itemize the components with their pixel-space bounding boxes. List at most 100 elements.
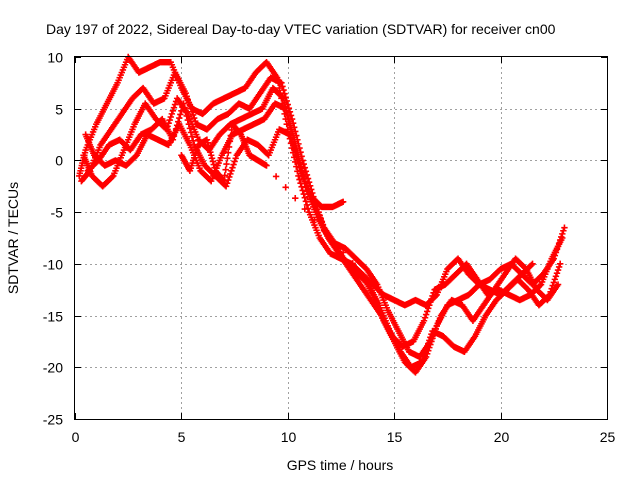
- data-point: [205, 142, 212, 150]
- data-point: [561, 224, 568, 231]
- data-point: [283, 109, 290, 117]
- data-point: [330, 238, 337, 245]
- data-point: [190, 114, 198, 122]
- data-point: [427, 334, 434, 341]
- axis-ticks: [75, 57, 608, 420]
- data-point: [426, 337, 433, 344]
- x-tick-label: 10: [281, 429, 297, 445]
- data-point: [289, 142, 297, 149]
- data-point: [227, 170, 234, 178]
- data-point: [168, 110, 176, 118]
- data-point: [292, 149, 299, 156]
- data-point: [299, 187, 306, 194]
- y-tick-label: -25: [43, 412, 63, 428]
- data-point: [166, 116, 173, 124]
- data-point: [230, 161, 237, 168]
- data-point: [286, 131, 294, 138]
- data-point: [282, 105, 289, 112]
- series-track-f: [178, 121, 536, 309]
- data-point: [536, 282, 544, 289]
- data-point: [170, 132, 178, 140]
- x-axis-title: GPS time / hours: [287, 457, 394, 473]
- data-point: [184, 116, 191, 124]
- data-point: [339, 198, 347, 205]
- data-point: [422, 311, 430, 318]
- data-point: [232, 155, 239, 162]
- data-point: [339, 249, 347, 256]
- series-track-e: [84, 100, 347, 211]
- data-point: [419, 355, 427, 363]
- data-point: [170, 104, 178, 111]
- data-point: [286, 122, 294, 129]
- x-tick-label: 25: [600, 429, 616, 445]
- data-point: [229, 164, 236, 171]
- data-point: [423, 308, 431, 315]
- data-point: [189, 137, 197, 144]
- data-point: [226, 138, 234, 145]
- y-tick-label: 10: [47, 50, 63, 66]
- data-point: [182, 90, 189, 97]
- data-point: [281, 99, 288, 106]
- data-point: [226, 173, 233, 181]
- data-point: [420, 317, 428, 324]
- data-point: [559, 234, 566, 242]
- data-point: [284, 113, 291, 121]
- data-point: [279, 83, 286, 90]
- data-point: [204, 139, 211, 147]
- data-point: [206, 145, 213, 153]
- data-point: [301, 194, 309, 201]
- data-point: [185, 99, 193, 106]
- data-point: [188, 133, 196, 140]
- grid: [75, 57, 607, 419]
- data-point: [172, 125, 180, 133]
- data-point: [177, 111, 184, 118]
- data-point: [186, 102, 194, 109]
- data-point: [211, 164, 218, 171]
- data-point: [183, 93, 190, 100]
- y-tick-label: 5: [55, 102, 63, 118]
- data-point: [549, 282, 556, 289]
- data-point: [554, 281, 562, 288]
- data-point: [167, 113, 174, 121]
- data-point: [285, 117, 293, 125]
- data-point: [219, 176, 227, 184]
- data-point: [231, 158, 238, 165]
- data-point: [282, 184, 289, 191]
- y-tick-label: -5: [51, 205, 64, 221]
- x-tick-label: 15: [387, 429, 403, 445]
- data-point: [169, 136, 177, 143]
- data-point: [180, 100, 187, 107]
- data-point: [546, 291, 553, 299]
- data-point: [432, 292, 439, 300]
- chart-title: Day 197 of 2022, Sidereal Day-to-day VTE…: [46, 21, 556, 37]
- data-point: [295, 160, 302, 167]
- data-point: [169, 107, 177, 114]
- data-point: [290, 145, 298, 153]
- data-point: [294, 156, 301, 164]
- x-tick-label: 0: [72, 429, 80, 445]
- data-point: [287, 126, 295, 133]
- data-point: [421, 349, 429, 357]
- data-point: [184, 96, 191, 103]
- data-points: [76, 53, 568, 376]
- data-point: [224, 155, 231, 162]
- data-point: [208, 155, 216, 162]
- series-track-d: [82, 100, 566, 350]
- data-point: [222, 183, 230, 190]
- data-point: [287, 134, 295, 142]
- y-tick-labels: -25 -20 -15 -10 -5 0 5 10: [43, 50, 63, 428]
- data-point: [183, 112, 190, 120]
- data-point: [210, 161, 217, 168]
- data-point: [301, 205, 309, 213]
- plot-frame: [74, 56, 608, 420]
- data-point: [418, 358, 426, 366]
- data-point: [181, 104, 188, 111]
- y-tick-label: -15: [43, 309, 63, 325]
- data-point: [221, 172, 229, 179]
- x-tick-labels: 0 5 10 15 20 25: [72, 429, 616, 445]
- data-point: [280, 86, 287, 94]
- data-point: [545, 292, 552, 300]
- data-point: [225, 143, 233, 151]
- data-point: [554, 266, 562, 274]
- data-point: [182, 108, 189, 116]
